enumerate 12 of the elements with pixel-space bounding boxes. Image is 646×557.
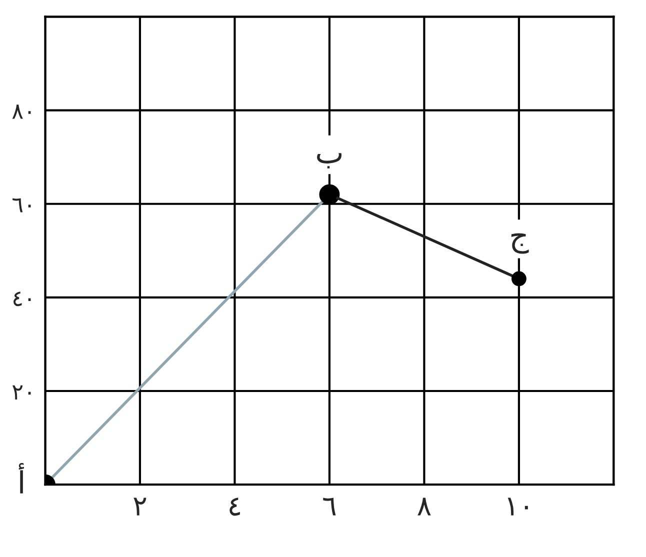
y-tick-label: ٦٠ xyxy=(12,198,31,212)
annotation: أ xyxy=(18,463,24,494)
x-tick-label: ٢ xyxy=(134,498,146,516)
x-tick-label: ٨ xyxy=(418,498,431,516)
y-tick-label: ٨٠ xyxy=(12,104,31,119)
x-tick-label: ٦ xyxy=(323,498,336,516)
y-tick-label: ٢٠ xyxy=(12,385,31,400)
x-tick-label: ١٠ xyxy=(508,498,528,516)
x-tick-label: ٤ xyxy=(230,498,240,516)
annotation: ج xyxy=(511,233,529,254)
annotation: ب xyxy=(317,153,342,168)
y-tick-label: ٤٠ xyxy=(14,292,31,306)
